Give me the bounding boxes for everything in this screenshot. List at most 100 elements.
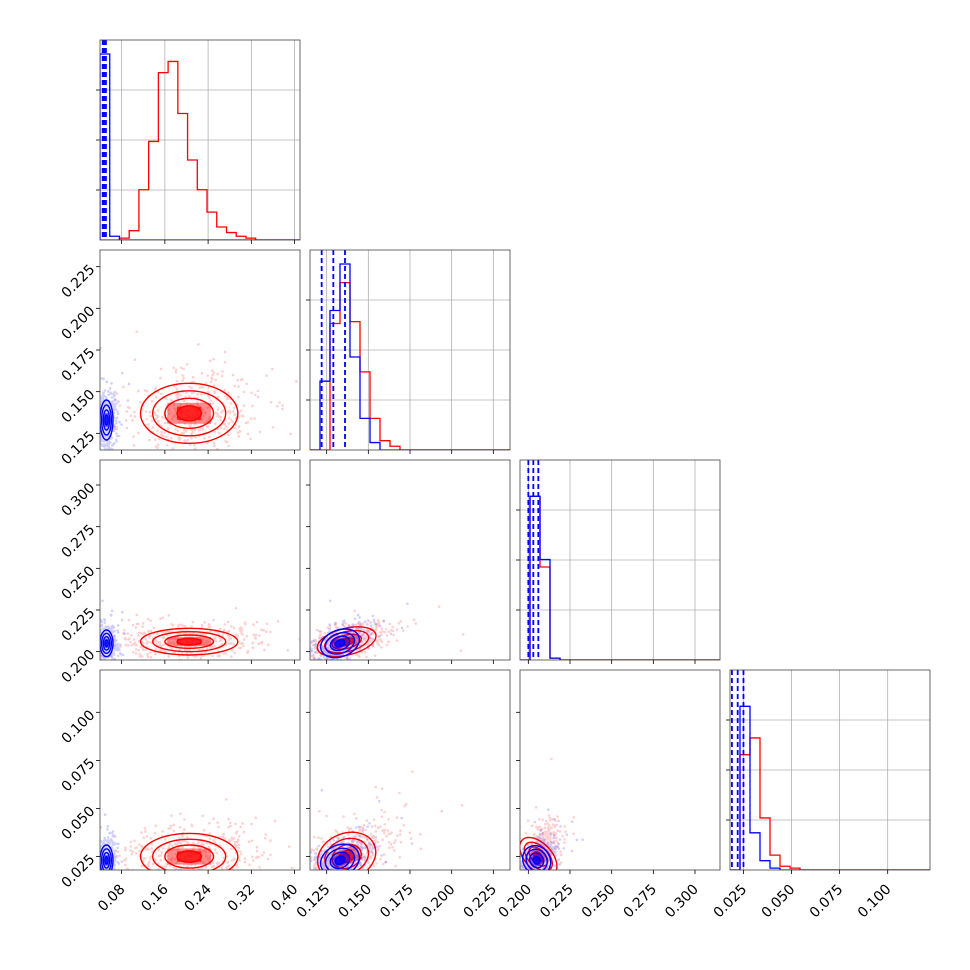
contour-blue — [329, 851, 351, 870]
x-tick-label: 0.075 — [807, 882, 847, 922]
contour-red — [176, 637, 203, 646]
histogram-panel-1 — [306, 249, 511, 454]
histogram-red — [100, 60, 300, 240]
y-tick-label: 0.200 — [59, 303, 99, 343]
contour-blue — [319, 628, 361, 659]
y-tick-label: 0.150 — [59, 387, 99, 427]
contour-red — [176, 850, 203, 864]
histogram-blue — [310, 263, 510, 450]
contour-blue — [324, 631, 356, 655]
contour-blue — [100, 632, 113, 655]
contour-red — [164, 634, 215, 650]
y-tick-label: 0.075 — [59, 755, 99, 795]
contour-red — [316, 831, 377, 870]
x-tick-label: 0.08 — [95, 882, 128, 915]
x-tick-label: 0.32 — [225, 882, 258, 915]
contour-red — [139, 627, 239, 656]
contour-blue — [102, 851, 111, 869]
histogram-red — [730, 737, 930, 870]
contour-red — [176, 405, 203, 422]
histogram-panel-3: 0.025 0.050 0.075 0.100 — [711, 669, 931, 922]
contour-blue — [334, 855, 346, 866]
y-tick-label: 0.275 — [59, 522, 99, 562]
contour-blue — [329, 635, 351, 652]
contour-blue — [100, 844, 114, 870]
scatter-panel-3-2: 0.200 0.225 0.250 0.275 0.300 — [495, 669, 721, 922]
y-tick-label: 0.025 — [59, 852, 99, 892]
panel-frame — [99, 39, 301, 241]
x-tick-label: 0.300 — [662, 882, 702, 922]
y-tick-label: 0.225 — [59, 605, 99, 645]
contour-blue — [100, 629, 114, 658]
contour-blue — [102, 409, 111, 431]
contour-blue — [104, 414, 109, 426]
contour-blue — [102, 635, 111, 651]
x-tick-label: 0.050 — [759, 882, 799, 922]
density-peak-blue — [104, 415, 109, 425]
histogram-blue — [520, 495, 720, 660]
x-tick-label: 0.100 — [855, 882, 895, 922]
x-tick-label: 0.275 — [620, 882, 660, 922]
x-tick-label: 0.250 — [579, 882, 619, 922]
contour-blue — [319, 843, 361, 870]
contour-blue — [100, 399, 114, 441]
y-tick-label: 0.250 — [59, 563, 99, 603]
density-peak-red — [177, 638, 202, 645]
contour-red — [164, 844, 215, 869]
panel-frame — [519, 669, 721, 871]
contour-red — [139, 832, 239, 870]
density-peak-blue — [334, 638, 346, 648]
density-peak-red — [177, 851, 202, 862]
x-tick-label: 0.175 — [377, 882, 417, 922]
contour-red — [152, 838, 227, 870]
contour-blue — [100, 404, 113, 436]
scatter-points-blue — [100, 813, 124, 870]
contour-red — [164, 397, 215, 430]
contour-blue — [522, 844, 552, 870]
x-tick-label: 0.150 — [335, 882, 375, 922]
contour-red — [331, 633, 363, 650]
contour-blue — [100, 848, 113, 870]
contour-blue — [525, 848, 548, 870]
density-peak-blue — [104, 856, 109, 864]
contour-red — [152, 630, 227, 653]
histogram-panel-2 — [516, 459, 721, 664]
histogram-blue — [100, 53, 300, 240]
y-tick-label: 0.050 — [59, 804, 99, 844]
contour-blue — [532, 855, 541, 865]
scatter-panel-2-1 — [306, 459, 511, 664]
y-tick-label: 0.200 — [59, 647, 99, 687]
x-tick-label: 0.200 — [495, 882, 535, 922]
panel-frame — [729, 669, 931, 871]
x-tick-label: 0.16 — [138, 881, 171, 914]
histogram-red — [520, 495, 720, 660]
y-tick-label: 0.225 — [59, 262, 99, 302]
scatter-panel-3-1: 0.125 0.150 0.175 0.200 0.225 — [294, 669, 511, 922]
y-tick-label: 0.175 — [59, 345, 99, 385]
x-tick-label: 0.225 — [460, 882, 500, 922]
contour-red — [139, 382, 239, 445]
x-tick-label: 0.24 — [182, 881, 215, 914]
contour-blue — [104, 855, 109, 865]
contour-red — [152, 390, 227, 437]
x-tick-label: 0.125 — [294, 882, 334, 922]
panel-frame — [99, 669, 301, 871]
x-tick-label: 0.025 — [711, 882, 751, 922]
density-peak-blue — [334, 855, 346, 866]
y-tick-label: 0.100 — [59, 707, 99, 747]
panel-frame — [99, 459, 301, 661]
histogram-panel-0 — [96, 39, 301, 244]
contour-blue — [528, 852, 545, 869]
panel-frame — [519, 459, 721, 661]
y-tick-label: 0.125 — [59, 428, 99, 468]
x-tick-label: 0.200 — [419, 882, 459, 922]
x-tick-label: 0.225 — [537, 882, 577, 922]
density-peak-blue — [104, 640, 109, 647]
histogram-blue — [730, 705, 930, 870]
y-tick-label: 0.300 — [59, 480, 99, 520]
contour-blue — [334, 639, 346, 648]
contour-blue — [324, 847, 356, 870]
contour-blue — [104, 639, 109, 648]
